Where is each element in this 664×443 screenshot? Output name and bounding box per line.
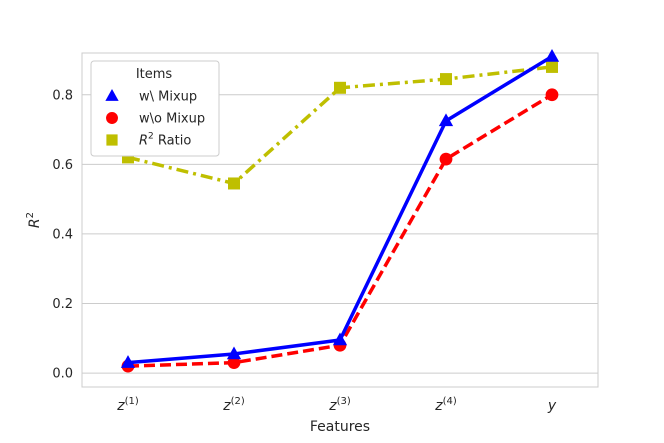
data-point	[440, 73, 452, 86]
y-axis-ticks: 0.0 0.2 0.4 0.6 0.8	[52, 88, 73, 381]
data-point	[334, 81, 346, 94]
series-1	[120, 48, 560, 368]
x-tick-label: z(3)	[328, 396, 351, 414]
data-point	[226, 346, 242, 360]
series-group	[120, 48, 560, 373]
legend-title: Items	[136, 67, 173, 82]
x-tick-label: z(2)	[222, 396, 245, 414]
x-tick-label: y	[547, 398, 557, 414]
data-point	[544, 48, 560, 62]
y-axis-label: R2	[25, 212, 43, 228]
y-tick-label: 0.2	[52, 297, 73, 312]
y-tick-label: 0.4	[52, 227, 73, 242]
legend-item: R2 Ratio	[106, 132, 191, 149]
data-point	[438, 113, 454, 127]
x-axis-ticks: z(1) z(2) z(3) z(4) y	[116, 396, 557, 414]
x-axis-label: Features	[310, 419, 370, 435]
legend-label: R2 Ratio	[139, 132, 191, 149]
x-tick-label: z(4)	[434, 396, 457, 414]
data-point	[120, 355, 136, 368]
legend-marker	[106, 134, 118, 146]
data-point	[545, 88, 559, 102]
legend-marker	[106, 112, 118, 124]
data-point	[228, 177, 240, 190]
y-tick-label: 0.0	[52, 367, 73, 382]
legend-marker	[105, 89, 119, 101]
legend-label: w\ Mixup	[139, 90, 197, 105]
legend: Items w\ Mixup w\o Mixup R2 Ratio	[90, 60, 220, 157]
legend-items: w\ Mixup w\o Mixup R2 Ratio	[105, 89, 205, 149]
data-point	[227, 356, 241, 370]
y-tick-label: 0.8	[52, 88, 73, 103]
series-3	[122, 60, 558, 190]
data-point	[332, 332, 348, 346]
legend-item: w\o Mixup	[106, 112, 205, 127]
y-tick-label: 0.6	[52, 158, 73, 173]
data-point	[439, 152, 453, 166]
data-point	[546, 60, 558, 73]
legend-item: w\ Mixup	[105, 89, 197, 105]
legend-label: w\o Mixup	[139, 112, 205, 127]
x-tick-label: z(1)	[116, 396, 139, 414]
legend-box	[90, 60, 220, 157]
